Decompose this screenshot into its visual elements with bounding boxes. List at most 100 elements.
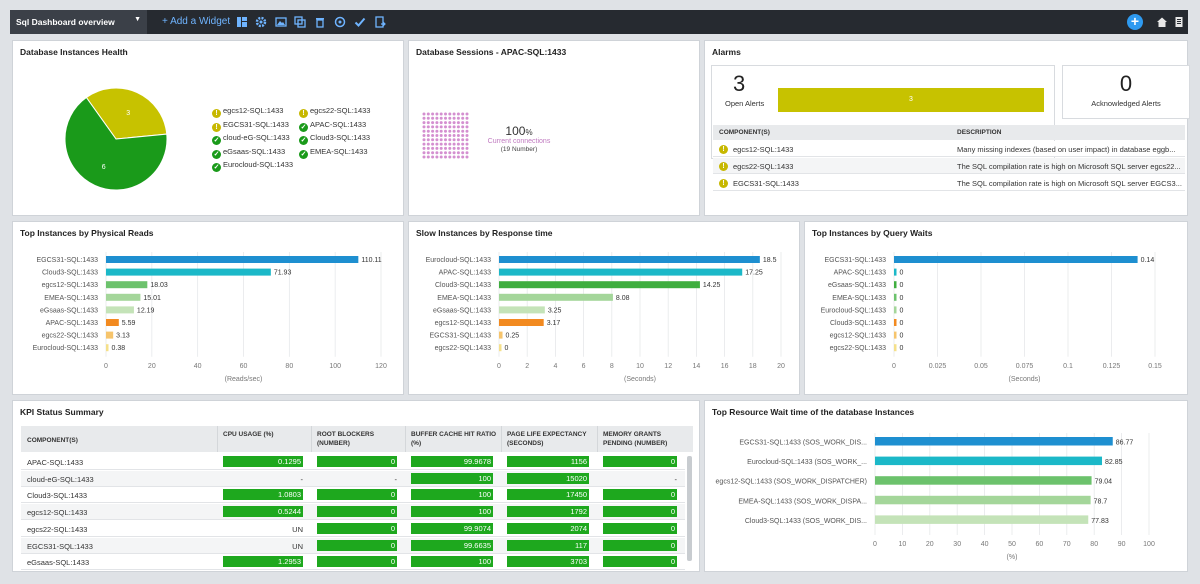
connection-dot [431,142,435,146]
bar[interactable] [875,456,1103,466]
bar[interactable] [894,293,897,301]
check-circle-icon: ✓ [212,163,221,172]
pie-slice[interactable] [64,96,168,191]
connection-dot [444,155,447,159]
pie-slice[interactable] [85,87,168,140]
legend-item[interactable]: ✓ Eurocloud-SQL:1433 [212,160,293,172]
bar[interactable] [106,293,141,301]
bar[interactable] [875,476,1092,485]
kpi-value: 99.6635 [411,539,493,551]
health-pie-chart[interactable]: 36 [63,86,169,192]
sessions-percent: 100 [505,124,526,138]
bar[interactable] [875,515,1089,524]
connection-dot [448,142,452,146]
x-tick-label: 30 [953,541,961,548]
legend-item[interactable]: ! egcs12-SQL:1433 [212,106,283,118]
pie-slice-label: 6 [102,164,106,171]
export-document-icon[interactable] [374,16,386,28]
kpi-column-header: MEMORY GRANTS PENDING (NUMBER) [603,431,668,447]
alarm-row[interactable]: ! egcs12-SQL:1433 Many missing indexes (ba… [713,141,1185,157]
alarm-row[interactable]: ! egcs22-SQL:1433 The SQL compilation rate… [713,158,1185,174]
bar[interactable] [894,306,897,314]
legend-item[interactable]: ✓ APAC-SQL:1433 [299,120,366,132]
bar[interactable] [499,268,743,276]
bar[interactable] [894,281,897,289]
bar[interactable] [894,256,1138,263]
connection-dot [422,125,426,129]
x-tick-label: 70 [1063,541,1071,548]
check-circle-icon: ✓ [299,149,308,159]
data-label: 110.11 [361,257,381,264]
bar[interactable] [894,344,897,352]
bar[interactable] [875,437,1113,446]
legend-item[interactable]: ✓ EMEA-SQL:1433 [299,147,368,159]
connection-dot [452,151,456,155]
check-icon[interactable] [354,16,366,28]
data-label: 15.01 [143,295,161,302]
data-label: 3.13 [116,333,130,340]
add-button[interactable]: + [1127,14,1143,30]
report-icon[interactable] [1173,16,1185,28]
bar[interactable] [894,331,897,339]
legend-label: Cloud3-SQL:1433 [310,133,371,142]
legend-item[interactable]: ✓ Cloud3-SQL:1433 [299,133,370,145]
x-tick-label: 10 [636,363,644,370]
alarm-row[interactable]: ! EGCS31-SQL:1433 The SQL compilation rate… [713,175,1185,191]
bar[interactable] [106,344,109,352]
y-tick-label: EGCS31-SQL:1433 (SOS_WORK_DIS... [739,440,867,447]
bar[interactable] [499,281,700,289]
layout-icon[interactable] [236,16,248,28]
bar[interactable] [106,281,148,289]
kpi-value: 0 [317,556,397,568]
x-tick-label: 80 [285,363,293,370]
kpi-scrollbar[interactable] [687,456,692,561]
bar[interactable] [499,331,503,339]
bar[interactable] [106,256,359,263]
bar[interactable] [499,293,613,301]
bar[interactable] [106,319,119,326]
bar[interactable] [499,256,760,263]
copy-icon[interactable] [294,16,306,28]
dashboard-selector[interactable]: Sql Dashboard overview ▼ [10,10,147,34]
image-icon[interactable] [275,16,287,28]
check-circle-icon: ✓ [212,136,221,145]
connection-dot [461,142,465,146]
connection-dot [435,138,439,142]
connection-dot [452,138,456,142]
connection-dot [452,155,456,159]
pie-slice-label: 3 [126,110,130,117]
bar[interactable] [106,268,271,276]
home-icon[interactable] [1156,16,1168,28]
ack-alerts-box[interactable] [1062,65,1190,119]
gear-icon[interactable] [255,16,267,28]
alarm-component: egcs22-SQL:1433 [733,162,794,171]
alarms-table-header: COMPONENT(S) DESCRIPTION [713,125,1185,140]
bar[interactable] [894,268,897,276]
add-widget-button[interactable]: + Add a Widget [162,16,231,27]
x-tick-label: 60 [1036,541,1044,548]
bar[interactable] [499,319,544,326]
bar[interactable] [106,306,134,314]
bar[interactable] [499,306,545,314]
panel-title: Top Instances by Physical Reads [20,228,154,238]
connection-dot [431,155,435,159]
x-tick-label: 0.075 [1016,363,1034,370]
sessions-readout: 100% Current connections (19 Number) [479,124,559,153]
palette-icon[interactable] [334,16,346,28]
alarm-description: The SQL compilation rate is high on Micr… [957,162,1181,171]
panel-title: Database Sessions - APAC-SQL:1433 [416,47,567,57]
bar[interactable] [106,331,114,339]
bar[interactable] [499,344,502,352]
trash-icon[interactable] [314,16,326,28]
legend-item[interactable]: ! egcs22-SQL:1433 [299,106,370,118]
connection-dot [444,138,447,142]
open-alerts-bar[interactable]: 3 [778,88,1044,112]
bar[interactable] [875,495,1091,505]
bar[interactable] [894,319,897,326]
connection-dot [439,138,443,142]
legend-item[interactable]: ✓ eGsaas-SQL:1433 [212,147,285,159]
connection-dot [422,112,426,116]
legend-item[interactable]: ! EGCS31-SQL:1433 [212,120,289,132]
legend-item[interactable]: ✓ cloud-eG-SQL:1433 [212,133,290,145]
